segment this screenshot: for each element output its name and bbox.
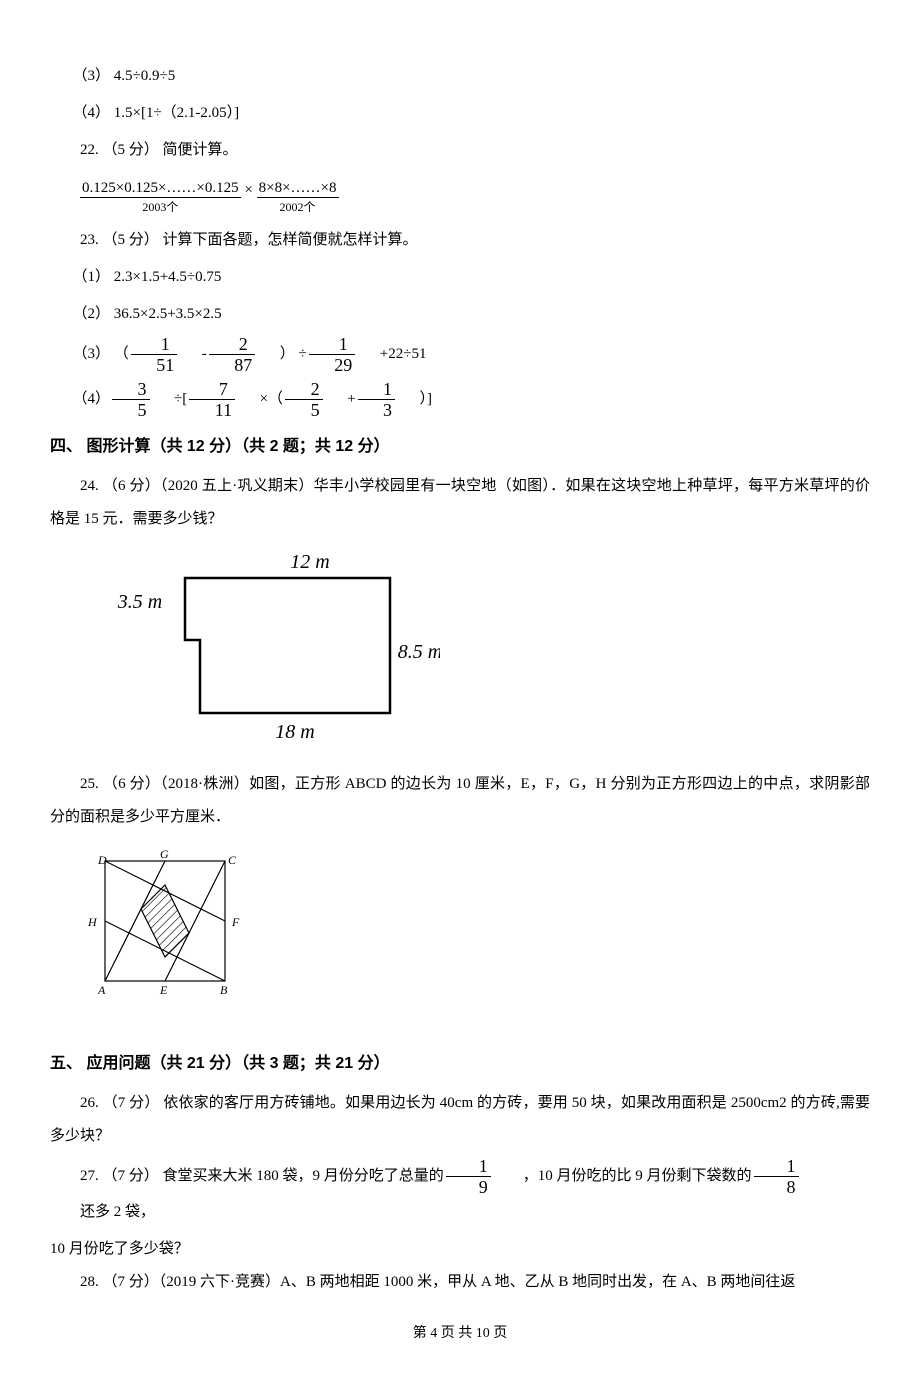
q22-group1-label: 2003个 [80, 198, 241, 214]
q23-item4-end: ）] [397, 383, 432, 416]
q27-frac-1-9: 19 [446, 1157, 491, 1196]
svg-text:8.5 m: 8.5 m [398, 641, 440, 663]
q23-item4-mid1: ÷[ [152, 383, 188, 416]
q27-post: 还多 2 袋， [50, 1196, 155, 1229]
svg-text:12 m: 12 m [290, 551, 329, 573]
svg-text:A: A [97, 983, 106, 997]
section5-title: 五、 应用问题（共 21 分）（共 3 题；共 21 分） [50, 1046, 870, 1081]
q23-item3-tail: +22÷51 [357, 338, 426, 371]
q21-item4: （4） 1.5×[1÷（2.1-2.05）] [50, 97, 870, 130]
q28-text: 28. （7 分）（2019 六下·竞赛）A、B 两地相距 1000 米，甲从 … [50, 1266, 870, 1299]
q26-text: 26. （7 分） 依依家的客厅用方砖铺地。如果用边长为 40cm 的方砖，要用… [50, 1087, 870, 1153]
svg-text:C: C [228, 853, 237, 867]
q23-header: 23. （5 分） 计算下面各题，怎样简便就怎样计算。 [50, 224, 870, 257]
q24-text: 24. （6 分）（2020 五上·巩义期末）华丰小学校园里有一块空地（如图）．… [50, 470, 870, 536]
q23-item3-rest: ） ÷ [257, 338, 306, 371]
q25-figure: A B C D E F G H [80, 846, 870, 1034]
q23-item3: （3） （ 151 - 287 ） ÷ 129 +22÷51 [50, 335, 870, 374]
q23-frac-2-5: 25 [285, 380, 323, 419]
q22-group2-label: 2002个 [257, 198, 339, 214]
q27-pre: 27. （7 分） 食堂买来大米 180 袋，9 月份分吃了总量的 [50, 1160, 444, 1193]
q23-item1: （1） 2.3×1.5+4.5÷0.75 [50, 261, 870, 294]
q27-frac-1-8: 18 [754, 1157, 799, 1196]
q27-mid: ，10 月份吃的比 9 月份剩下袋数的 [493, 1160, 752, 1193]
section4-title: 四、 图形计算（共 12 分）（共 2 题；共 12 分） [50, 429, 870, 464]
q22-group2-text: 8×8×……×8 [257, 179, 339, 198]
svg-text:B: B [220, 983, 228, 997]
q23-item3-label: （3） （ [50, 338, 129, 371]
svg-text:G: G [160, 847, 169, 861]
svg-text:H: H [87, 915, 98, 929]
svg-text:F: F [231, 915, 240, 929]
q27-line1: 27. （7 分） 食堂买来大米 180 袋，9 月份分吃了总量的 19 ，10… [50, 1157, 870, 1229]
q23-frac-1-3: 13 [358, 380, 396, 419]
q24-figure: 12 m 3.5 m 8.5 m 18 m [80, 548, 870, 756]
q22-mid: × [244, 182, 252, 198]
q23-frac-7-11: 711 [189, 380, 235, 419]
q23-item4-mid2: ×（ [237, 383, 283, 416]
svg-text:E: E [159, 983, 168, 997]
q23-item4-label: （4） [50, 383, 110, 416]
q27-line2: 10 月份吃了多少袋？ [50, 1233, 870, 1266]
q23-item4: （4） 35 ÷[ 711 ×（ 25 + 13 ）] [50, 380, 870, 419]
svg-text:D: D [97, 853, 107, 867]
q23-item4-mid3: + [325, 383, 356, 416]
q22-header: 22. （5 分） 简便计算。 [50, 134, 870, 167]
q23-item2: （2） 36.5×2.5+3.5×2.5 [50, 298, 870, 331]
q21-item3: （3） 4.5÷0.9÷5 [50, 60, 870, 93]
svg-text:3.5 m: 3.5 m [117, 591, 162, 613]
q23-frac-2-87: 287 [209, 335, 256, 374]
q22-expression: 0.125×0.125×……×0.125 2003个 × 8×8×……×8 20… [80, 179, 339, 216]
page-footer: 第 4 页 共 10 页 [50, 1319, 870, 1350]
q23-frac-1-51: 151 [131, 335, 178, 374]
q23-frac-1-29: 129 [309, 335, 356, 374]
q23-minus: - [179, 338, 207, 371]
q23-frac-3-5: 35 [112, 380, 150, 419]
svg-text:18 m: 18 m [275, 721, 314, 743]
q25-text: 25. （6 分）（2018·株洲）如图，正方形 ABCD 的边长为 10 厘米… [50, 768, 870, 834]
q22-group1-text: 0.125×0.125×……×0.125 [80, 179, 241, 198]
